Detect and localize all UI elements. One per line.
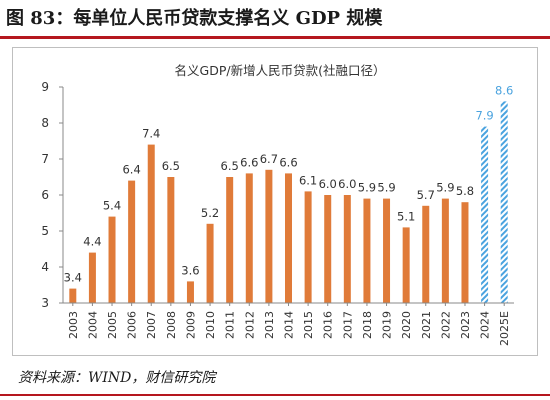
bar-value-label: 6.4 — [122, 163, 140, 177]
bar — [304, 191, 312, 303]
x-tick-label: 2016 — [322, 311, 335, 339]
bar-value-label: 6.1 — [299, 173, 317, 187]
x-tick-label: 2015 — [302, 311, 315, 339]
x-tick-label: 2004 — [86, 311, 99, 339]
x-tick-label: 2018 — [361, 311, 374, 339]
bar — [383, 198, 391, 303]
bar — [69, 288, 77, 303]
x-tick-label: 2010 — [204, 311, 217, 339]
bar-value-label: 6.7 — [260, 152, 278, 166]
x-tick-label: 2012 — [243, 311, 256, 339]
x-tick-label: 2003 — [67, 311, 80, 339]
bar — [422, 205, 430, 303]
x-tick-label: 2014 — [283, 311, 296, 339]
x-tick-label: 2017 — [341, 311, 354, 339]
bar-value-label: 5.4 — [103, 199, 121, 213]
x-tick-label: 2011 — [224, 311, 237, 339]
bar-value-label: 4.4 — [83, 235, 101, 249]
bar-value-label: 5.2 — [201, 206, 219, 220]
bar — [147, 144, 155, 303]
x-tick-label: 2023 — [459, 311, 472, 339]
bar — [245, 173, 253, 303]
x-tick-label: 2025E — [498, 311, 511, 346]
y-axis: 3 4 5 6 7 8 9 — [41, 80, 64, 310]
bar-value-label: 5.9 — [358, 181, 376, 195]
bar — [343, 195, 351, 303]
bar-value-label: 5.9 — [377, 181, 395, 195]
y-tick-label: 5 — [41, 224, 49, 238]
bar-value-label: 5.7 — [417, 188, 435, 202]
y-tick-label: 4 — [41, 260, 49, 274]
bar-value-label: 6.5 — [162, 159, 180, 173]
title-rule — [0, 36, 550, 39]
x-tick-label: 2006 — [126, 311, 139, 339]
bar — [108, 216, 116, 303]
bar-value-label: 6.5 — [221, 159, 239, 173]
y-tick-label: 9 — [41, 80, 49, 94]
x-tick-label: 2019 — [381, 311, 394, 339]
bar-value-label: 8.6 — [495, 83, 513, 97]
bar-value-label: 6.6 — [279, 155, 297, 169]
bar — [88, 252, 96, 303]
source-note: 资料来源：WIND，财信研究院 — [18, 370, 216, 386]
bar-value-label: 3.6 — [181, 263, 199, 277]
chart-frame — [12, 47, 538, 356]
x-tick-label: 2013 — [263, 311, 276, 339]
bar — [186, 281, 194, 303]
bar-forecast — [500, 101, 508, 304]
bottom-rule — [0, 394, 550, 396]
x-tick-label: 2020 — [400, 311, 413, 339]
bar-value-label: 7.4 — [142, 127, 160, 141]
bar-value-label: 6.0 — [338, 177, 356, 191]
bar-value-label: 7.9 — [475, 109, 493, 123]
bar — [441, 198, 449, 303]
x-axis: 2003 2004 2005 2006 2007 2008 2009 2010 2011 2012… — [63, 302, 514, 346]
y-tick-label: 8 — [41, 116, 49, 130]
bars: 3.44.45.46.47.46.53.65.26.5 6.6 6.7 6.66.1 6… — [64, 83, 513, 304]
y-tick-label: 6 — [41, 188, 49, 202]
bar — [226, 177, 234, 303]
bar — [363, 198, 371, 303]
x-tick-label: 2009 — [184, 311, 197, 339]
bar-value-label: 6.6 — [240, 155, 258, 169]
x-tick-label: 2021 — [420, 311, 433, 339]
bar — [265, 169, 273, 303]
bar-value-label: 5.9 — [436, 181, 454, 195]
bar — [285, 173, 292, 303]
bar — [206, 223, 214, 303]
bar-value-label: 3.4 — [64, 271, 82, 285]
bar — [461, 202, 469, 303]
x-tick-label: 2007 — [145, 311, 158, 339]
y-tick-label: 3 — [41, 296, 49, 310]
x-tick-label: 2022 — [439, 311, 452, 339]
x-tick-label: 2005 — [106, 311, 119, 339]
bar — [324, 195, 332, 303]
chart-title: 名义GDP/新增人民币贷款(社融口径） — [175, 63, 386, 78]
bar — [128, 180, 136, 303]
bar — [402, 227, 410, 303]
bar-value-label: 6.0 — [319, 177, 337, 191]
bar-forecast — [481, 126, 489, 303]
bar-value-label: 5.8 — [456, 184, 474, 198]
bar — [167, 177, 175, 303]
x-tick-label: 2024 — [479, 311, 492, 339]
figure-title: 图 83：每单位人民币贷款支撑名义 GDP 规模 — [6, 8, 383, 29]
x-tick-label: 2008 — [165, 311, 178, 339]
y-tick-label: 7 — [41, 152, 49, 166]
bar-value-label: 5.1 — [397, 209, 415, 223]
